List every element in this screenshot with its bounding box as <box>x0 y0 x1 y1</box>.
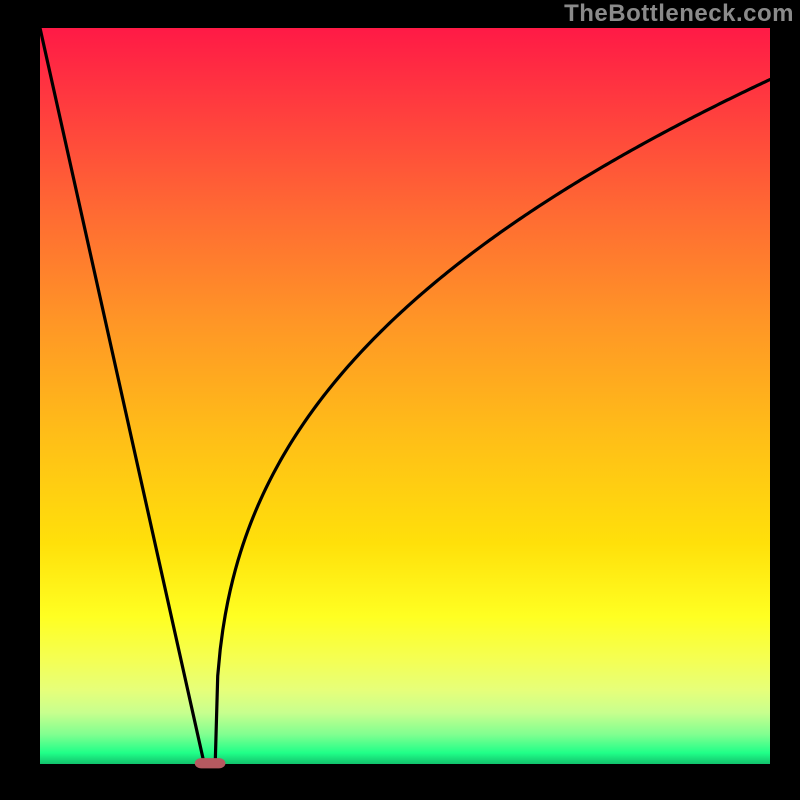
chart-container: TheBottleneck.com <box>0 0 800 800</box>
bottleneck-curve-chart <box>0 0 800 800</box>
watermark-text: TheBottleneck.com <box>564 0 794 28</box>
gradient-background <box>40 28 770 764</box>
bottleneck-marker <box>195 758 226 768</box>
